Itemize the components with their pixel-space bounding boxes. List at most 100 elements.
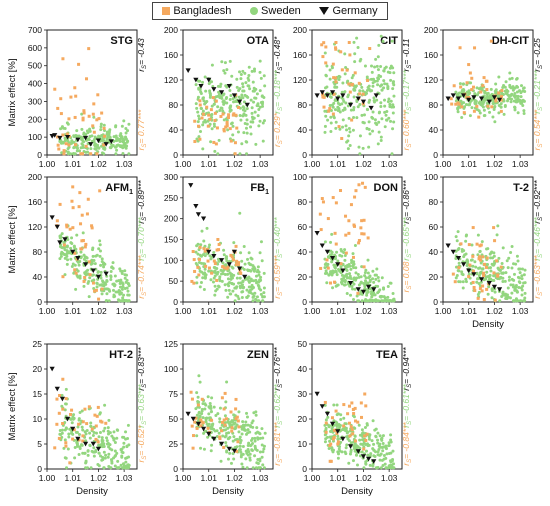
- bangladesh-point: [350, 83, 354, 87]
- sweden-point: [495, 233, 499, 237]
- sweden-point: [75, 273, 79, 277]
- sweden-point: [195, 434, 199, 438]
- sweden-point: [65, 262, 69, 266]
- sweden-point: [100, 292, 104, 296]
- sweden-point: [359, 275, 363, 279]
- bangladesh-point: [55, 219, 59, 223]
- sweden-point: [355, 36, 359, 40]
- bangladesh-point: [81, 239, 85, 243]
- sweden-point: [382, 445, 386, 449]
- sweden-point: [226, 128, 230, 132]
- bangladesh-point: [195, 426, 199, 430]
- panel-title: STG: [110, 35, 133, 47]
- sweden-point: [324, 114, 328, 118]
- sweden-point: [244, 81, 248, 85]
- sweden-point: [486, 247, 490, 251]
- sweden-point: [261, 436, 265, 440]
- sweden-point: [375, 299, 379, 303]
- sweden-point: [383, 98, 387, 102]
- bangladesh-point: [359, 226, 363, 230]
- rs-germany-label: rS= -0.11: [401, 38, 413, 71]
- sweden-point: [358, 433, 362, 437]
- y-tick-label: 0: [173, 297, 178, 307]
- germany-point: [95, 138, 102, 144]
- germany-point: [347, 444, 354, 449]
- y-tick-label: 400: [28, 79, 42, 89]
- bangladesh-point: [351, 432, 355, 436]
- sweden-point: [511, 299, 515, 303]
- sweden-point: [66, 122, 70, 126]
- bangladesh-point: [366, 236, 370, 240]
- sweden-point: [351, 252, 355, 256]
- sweden-point: [352, 115, 356, 119]
- bangladesh-point: [468, 71, 472, 75]
- sweden-point: [518, 98, 522, 102]
- x-tick-label: 1.03: [381, 473, 398, 483]
- bangladesh-point: [460, 105, 464, 109]
- bangladesh-point: [71, 226, 75, 230]
- sweden-point: [258, 450, 262, 454]
- bangladesh-point: [484, 265, 488, 269]
- sweden-point: [519, 95, 523, 99]
- sweden-point: [75, 233, 79, 237]
- sweden-point: [116, 459, 120, 463]
- sweden-point: [232, 435, 236, 439]
- germany-point: [185, 411, 191, 417]
- sweden-point: [216, 284, 220, 288]
- sweden-point: [345, 435, 349, 439]
- sweden-point: [455, 239, 459, 243]
- sweden-point: [70, 421, 74, 425]
- bangladesh-point: [96, 440, 100, 444]
- bangladesh-point: [324, 45, 328, 49]
- sweden-point: [358, 438, 362, 442]
- germany-point: [226, 446, 232, 452]
- sweden-point: [214, 413, 218, 417]
- bangladesh-point: [344, 233, 348, 237]
- y-tick-label: 40: [429, 125, 439, 135]
- sweden-point: [522, 86, 526, 90]
- sweden-point: [377, 43, 381, 47]
- sweden-point: [196, 400, 200, 404]
- x-tick-label: 1.01: [200, 159, 217, 169]
- bangladesh-point: [234, 397, 238, 401]
- sweden-point: [121, 296, 125, 300]
- bangladesh-point: [68, 461, 72, 465]
- sweden-point: [520, 274, 524, 278]
- sweden-point: [221, 434, 225, 438]
- sweden-point: [197, 135, 201, 139]
- sweden-point: [507, 275, 511, 279]
- sweden-point: [123, 286, 127, 290]
- sweden-point: [373, 79, 377, 83]
- bangladesh-point: [88, 273, 92, 277]
- sweden-point: [248, 458, 252, 462]
- sweden-point: [482, 278, 486, 282]
- germany-point: [478, 277, 485, 282]
- sweden-point: [115, 436, 119, 440]
- y-tick-label: 250: [164, 193, 178, 203]
- bangladesh-point: [58, 393, 62, 397]
- sweden-point: [252, 265, 256, 269]
- x-tick-label: 1.02: [226, 306, 243, 316]
- sweden-point: [360, 299, 364, 303]
- sweden-point: [365, 422, 369, 426]
- sweden-point: [230, 272, 234, 276]
- sweden-point: [249, 120, 253, 124]
- sweden-point: [355, 463, 359, 467]
- sweden-point: [72, 416, 76, 420]
- sweden-point: [113, 441, 117, 445]
- sweden-point: [372, 454, 376, 458]
- sweden-point: [323, 51, 327, 55]
- bangladesh-point: [90, 226, 94, 230]
- sweden-point: [262, 466, 266, 470]
- sweden-point: [234, 286, 238, 290]
- germany-point: [355, 449, 361, 454]
- sweden-point: [503, 85, 507, 89]
- bangladesh-point: [361, 92, 365, 96]
- bangladesh-point: [62, 152, 66, 156]
- bangladesh-point: [67, 117, 71, 121]
- x-tick-label: 1.00: [435, 306, 452, 316]
- rs-germany-label: rS= -0.92***: [532, 180, 544, 224]
- sweden-point: [121, 285, 125, 289]
- sweden-point: [70, 242, 74, 246]
